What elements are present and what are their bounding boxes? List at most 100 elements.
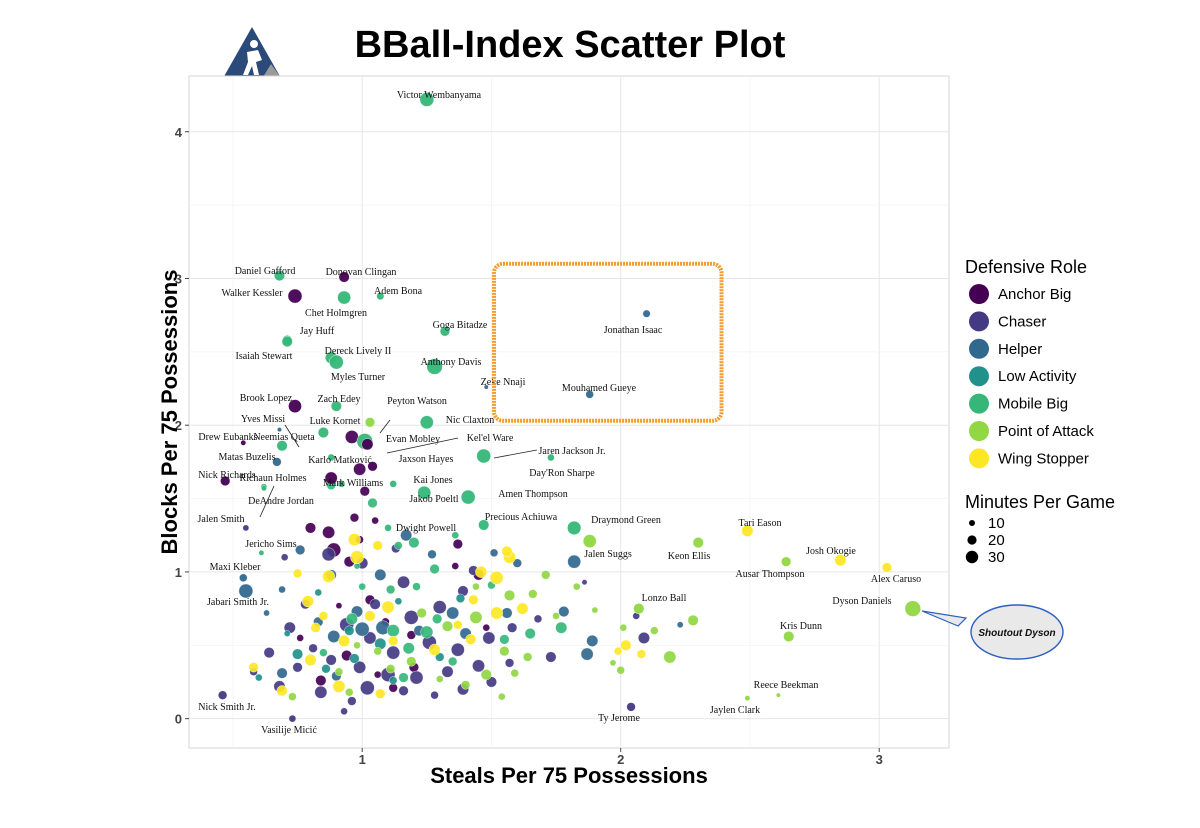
data-point: [348, 533, 361, 547]
legend-swatch: [969, 311, 989, 332]
data-point: [619, 623, 628, 632]
data-point: [334, 667, 344, 676]
point-label: Vasilije Micić: [261, 725, 317, 736]
data-point: [490, 606, 503, 620]
point-label: Neemias Queta: [253, 432, 315, 443]
labeled-data-point: [775, 692, 781, 698]
data-point: [489, 548, 499, 558]
data-point: [420, 625, 434, 639]
point-label: Brook Lopez: [240, 393, 293, 404]
data-point: [345, 688, 354, 697]
data-point: [337, 480, 346, 488]
data-point: [409, 670, 424, 685]
data-point: [581, 579, 588, 586]
data-point: [523, 652, 533, 662]
axis-ticks: 1 2 3 0 1 2 3 4: [175, 125, 883, 767]
data-point: [465, 633, 477, 645]
data-point: [412, 582, 421, 591]
legend-label: Mobile Big: [998, 396, 1068, 413]
data-point: [429, 563, 440, 575]
legend-swatch: [969, 393, 989, 414]
x-axis-title: Steals Per 75 Possessions: [430, 763, 708, 788]
point-label: Lonzo Ball: [642, 593, 687, 604]
data-point: [372, 540, 383, 551]
point-label: Daniel Gafford: [235, 266, 296, 277]
labeled-data-point: [330, 400, 342, 412]
legend-swatch: [969, 366, 989, 387]
data-point: [512, 558, 522, 568]
data-point: [276, 685, 288, 697]
x-tick-label: 2: [617, 752, 624, 767]
data-point: [636, 649, 646, 659]
data-point: [371, 516, 379, 525]
logo: [220, 26, 284, 83]
leader-line: [386, 437, 459, 454]
data-point: [460, 680, 471, 690]
data-point: [353, 641, 361, 650]
data-point: [344, 625, 355, 636]
data-point: [305, 522, 316, 534]
point-label: Peyton Watson: [387, 396, 447, 407]
data-point: [638, 632, 650, 644]
data-point: [388, 683, 398, 693]
labeled-data-point: [287, 288, 303, 304]
data-point: [325, 654, 337, 666]
labeled-data-point: [439, 326, 450, 337]
point-label: Mouhamed Gueye: [562, 383, 637, 394]
leader-line: [379, 419, 391, 434]
data-point: [528, 589, 538, 599]
labeled-data-point: [478, 519, 490, 531]
point-label: Jaxson Hayes: [399, 454, 454, 465]
point-label: Richaun Holmes: [240, 473, 307, 484]
legend-label: Low Activity: [998, 368, 1077, 385]
data-point: [349, 513, 360, 523]
y-tick-label: 0: [175, 712, 182, 727]
data-point: [388, 635, 399, 646]
size-legend-marker: [969, 520, 975, 526]
data-point: [349, 653, 360, 664]
data-point: [591, 606, 599, 614]
data-point: [394, 597, 403, 605]
point-label: Keon Ellis: [668, 551, 711, 562]
data-point: [501, 545, 513, 557]
data-point: [676, 621, 684, 629]
data-point: [353, 660, 366, 674]
data-point: [430, 691, 439, 700]
data-point: [386, 645, 401, 660]
labeled-data-point: [361, 438, 374, 451]
x-tick-label: 3: [876, 752, 883, 767]
point-label: Tari Eason: [739, 518, 782, 529]
legend-label: Helper: [998, 341, 1042, 358]
data-point: [533, 614, 543, 624]
data-point: [404, 610, 419, 625]
size-legend-marker: [967, 535, 977, 545]
data-point: [435, 652, 445, 662]
data-point: [499, 646, 510, 657]
labeled-data-point: [239, 573, 248, 582]
data-point: [613, 647, 623, 656]
data-point: [402, 642, 415, 655]
legend-label: Wing Stopper: [998, 450, 1089, 467]
labeled-data-point: [834, 554, 847, 567]
point-label: Jonathan Isaac: [604, 325, 663, 336]
labeled-data-point: [376, 292, 385, 301]
labeled-data-point: [317, 427, 329, 439]
data-point: [446, 606, 460, 620]
data-point: [340, 707, 348, 716]
data-point: [451, 562, 459, 570]
data-point: [373, 670, 382, 679]
legend-label: Anchor Big: [998, 286, 1071, 303]
point-label: DeAndre Jordan: [248, 496, 314, 507]
data-point: [609, 659, 617, 667]
data-point: [427, 549, 437, 559]
data-point: [338, 634, 351, 647]
data-point: [308, 643, 318, 653]
data-point: [451, 531, 459, 539]
data-point: [386, 664, 396, 674]
labeled-data-point: [288, 714, 297, 723]
labeled-data-point: [327, 453, 335, 462]
point-label: Jay Huff: [300, 326, 335, 337]
labeled-data-point: [337, 290, 351, 305]
labeled-data-point: [272, 457, 282, 467]
